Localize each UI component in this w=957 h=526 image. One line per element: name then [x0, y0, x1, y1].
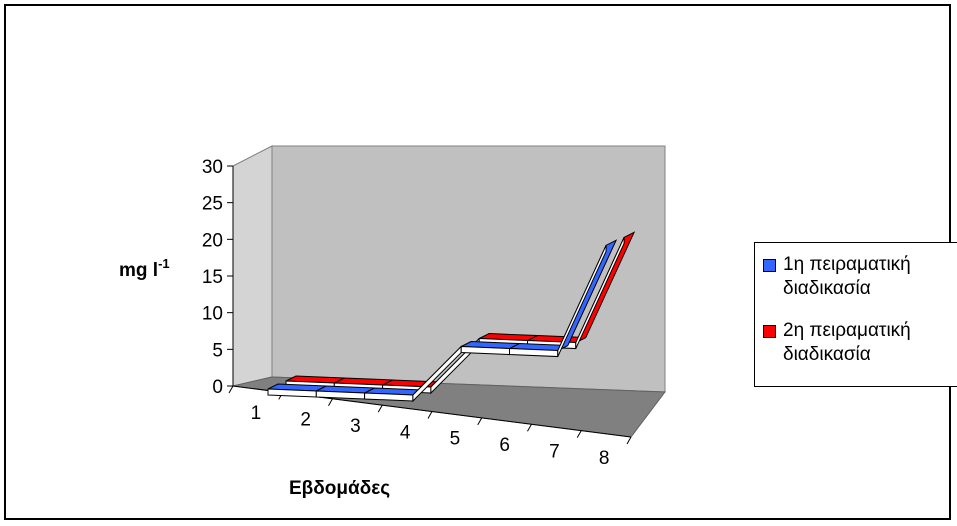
x-tick-mark — [576, 430, 582, 438]
x-tick-label: 5 — [450, 429, 461, 450]
chart-frame: 0 5 10 15 20 25 30 1 2 3 4 5 6 7 8 mg l-1 Εβδομάδες 1… — [4, 4, 957, 520]
x-tick-label: 4 — [400, 422, 411, 443]
x-tick-label: 7 — [549, 441, 560, 462]
series-segment-side — [267, 388, 317, 398]
x-tick-mark — [328, 398, 333, 406]
y-tick-label: 20 — [202, 230, 223, 251]
x-tick-label: 8 — [599, 448, 610, 469]
side-wall — [232, 145, 273, 387]
x-tick-mark — [527, 424, 532, 432]
legend-label: 2η πειραματική διαδικασία — [783, 320, 911, 365]
x-tick-mark — [377, 404, 383, 413]
y-tick-label: 15 — [202, 267, 223, 288]
series-segment-side — [364, 392, 414, 402]
series-segment-side — [509, 348, 559, 358]
x-tick-mark — [427, 411, 433, 419]
series-segment-side — [460, 346, 510, 356]
y-axis-title-sup: -1 — [158, 256, 170, 271]
y-tick-label: 10 — [202, 304, 223, 325]
legend: 1η πειραματική διαδικασία 2η πειραματική … — [754, 242, 957, 387]
series-segment-side — [557, 245, 607, 357]
series-segment-side — [575, 237, 625, 349]
x-tick-mark — [228, 385, 234, 394]
x-tick-mark — [626, 436, 632, 445]
x-tick-mark — [477, 417, 483, 426]
legend-swatch — [763, 325, 776, 338]
series-segment-side — [315, 390, 366, 400]
x-tick-label: 6 — [499, 435, 510, 456]
x-tick-label: 3 — [350, 416, 361, 437]
chart-plot: 0 5 10 15 20 25 30 1 2 3 4 5 6 7 8 mg l-1 Εβδομάδες — [119, 145, 666, 499]
legend-label: 1η πειραματική διαδικασία — [783, 254, 911, 299]
x-tick-label: 1 — [251, 403, 262, 424]
y-tick-label: 5 — [212, 340, 223, 361]
y-tick-label: 25 — [202, 194, 223, 215]
x-axis-title: Εβδομάδες — [289, 478, 390, 499]
y-tick-label: 0 — [212, 377, 223, 398]
x-tick-label: 2 — [300, 410, 311, 431]
legend-swatch — [763, 259, 776, 272]
y-axis-title: mg l-1 — [119, 256, 170, 281]
y-tick-label: 30 — [202, 157, 223, 178]
